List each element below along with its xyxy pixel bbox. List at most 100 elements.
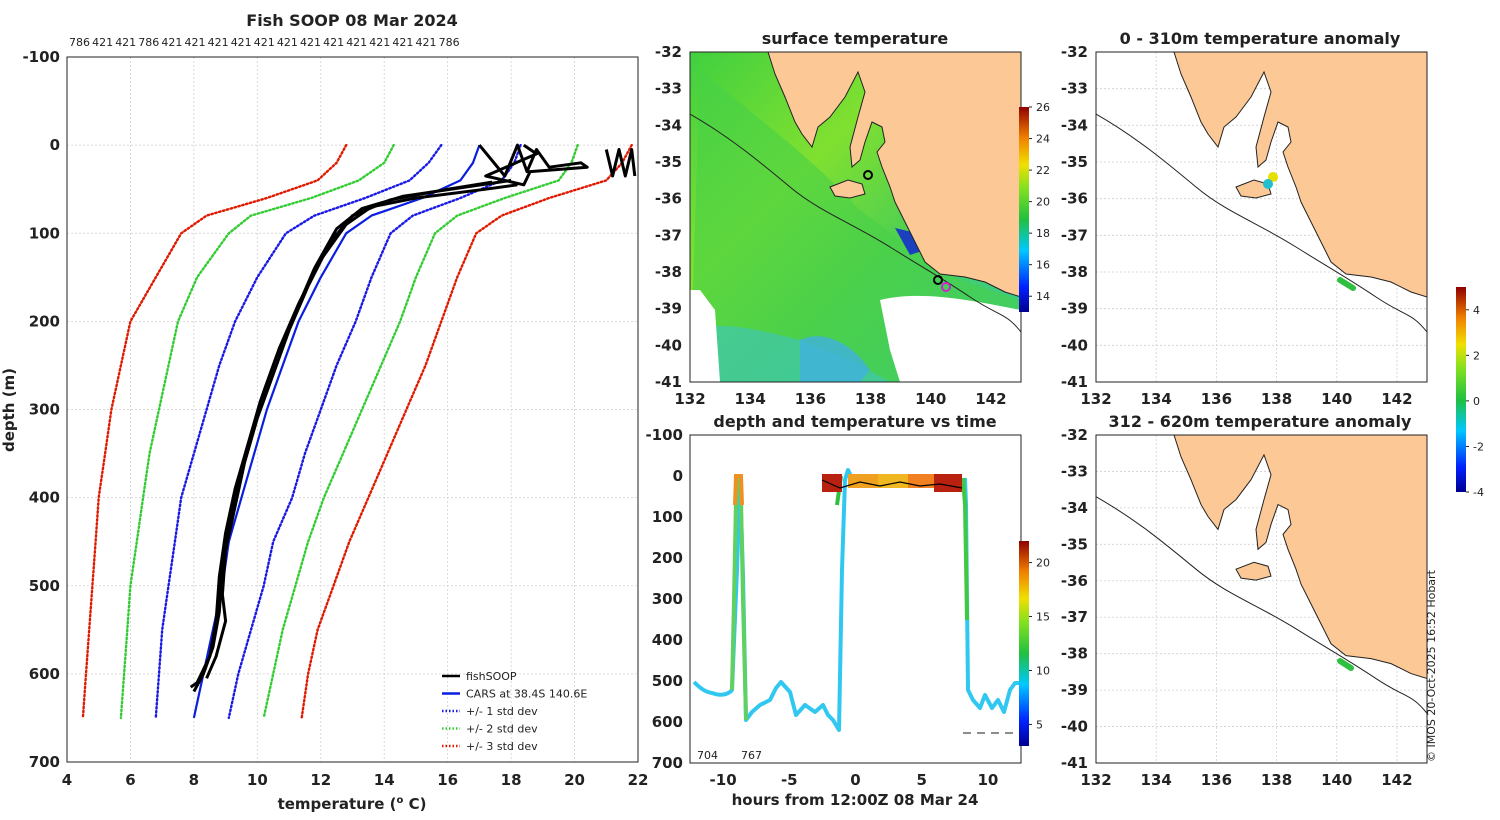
profile-xtick: 22 [628, 771, 649, 789]
map-xtick: 142 [1381, 771, 1412, 789]
profile-top-label: 421 [115, 36, 136, 49]
map-xtick: 138 [1261, 390, 1292, 408]
profile-series--2-std [262, 143, 579, 720]
profile-top-label: 421 [416, 36, 437, 49]
timeseries-annotation-2: 767 [741, 749, 762, 762]
map-ytick: -39 [655, 300, 682, 318]
profile-top-label: 421 [185, 36, 206, 49]
colorbar-tick: 0 [1473, 395, 1480, 408]
profile-series--3-std [300, 143, 633, 720]
map-ytick: -35 [655, 153, 682, 171]
timeseries-title: depth and temperature vs time [713, 412, 996, 431]
land-mass [1096, 52, 1427, 298]
colorbar-tick: 15 [1036, 611, 1050, 624]
sst-map-image [690, 52, 1021, 382]
map-xtick: 136 [1201, 390, 1232, 408]
anomaly-map-1-panel: 0 - 310m temperature anomaly 132 134 136 13… [1061, 29, 1484, 499]
timeseries-ytick: 600 [652, 713, 683, 731]
anomaly-1-marker-cool [1263, 179, 1273, 189]
map-ytick: -38 [1061, 645, 1088, 663]
profile-top-label: 421 [231, 36, 252, 49]
profile-xtick: 10 [247, 771, 268, 789]
sst-title: surface temperature [762, 29, 949, 48]
timeseries-ytick: -100 [645, 426, 683, 444]
profile-ytick: 100 [29, 224, 60, 242]
map-xtick: 138 [1261, 771, 1292, 789]
sst-colorbar [1019, 107, 1029, 312]
map-ytick: -36 [1061, 572, 1088, 590]
kangaroo-island [1235, 179, 1272, 199]
colorbar-tick: 20 [1036, 196, 1050, 209]
map-ytick: -38 [1061, 263, 1088, 281]
timeseries-surface-band [821, 474, 963, 492]
map-ytick: -35 [1061, 153, 1088, 171]
legend-label: +/- 3 std dev [466, 740, 538, 753]
profile-top-label: 421 [161, 36, 182, 49]
timeseries-xtick: 0 [850, 771, 860, 789]
map-ytick: -34 [1061, 499, 1088, 517]
map-ytick: -37 [1061, 226, 1088, 244]
profile-top-label: 421 [277, 36, 298, 49]
timeseries-ytick: 0 [673, 467, 683, 485]
sst-track-marker [933, 275, 943, 285]
profile-top-label: 421 [392, 36, 413, 49]
profile-ytick: -100 [22, 48, 60, 66]
land-mass [1096, 435, 1427, 680]
land-mass [690, 52, 1021, 298]
map-ytick: -32 [655, 43, 682, 61]
timeseries-xlabel: hours from 12:00Z 08 Mar 24 [732, 791, 979, 809]
map-xtick: 142 [975, 390, 1006, 408]
shelf-break-contour [690, 113, 1021, 333]
colorbar-tick: 22 [1036, 164, 1050, 177]
profile-xtick: 12 [310, 771, 331, 789]
map-ytick: -33 [1061, 80, 1088, 98]
colorbar-tick: 5 [1036, 718, 1043, 731]
colorbar-tick: -4 [1473, 486, 1484, 499]
timeseries-ytick: 500 [652, 672, 683, 690]
timeseries-xtick: -10 [710, 771, 737, 789]
colorbar-tick: 4 [1473, 304, 1480, 317]
timeseries-ytick: 200 [652, 549, 683, 567]
map-xtick: 132 [1080, 390, 1111, 408]
legend-label: fishSOOP [466, 670, 517, 683]
map-ytick: -35 [1061, 535, 1088, 553]
colorbar-tick: 10 [1036, 664, 1050, 677]
map-xtick: 142 [1381, 390, 1412, 408]
map-xtick: 140 [915, 390, 946, 408]
profile-series-fishsoop-c [205, 180, 493, 679]
map-xtick: 138 [855, 390, 886, 408]
map-xtick: 136 [795, 390, 826, 408]
profile-top-label: 786 [138, 36, 159, 49]
map-ytick: -41 [1061, 754, 1088, 772]
anomaly-1-marker-warm [1268, 172, 1278, 182]
map-ytick: -36 [1061, 190, 1088, 208]
sst-current-position [941, 282, 951, 292]
profile-axes [66, 56, 639, 763]
map-ytick: -33 [1061, 462, 1088, 480]
profile-series--2-std [119, 143, 395, 720]
profile-ylabel: depth (m) [0, 368, 18, 452]
profile-xtick: 14 [374, 771, 395, 789]
profile-top-label: 421 [369, 36, 390, 49]
profile-top-label: 421 [208, 36, 229, 49]
profile-xtick: 18 [501, 771, 522, 789]
map-xtick: 136 [1201, 771, 1232, 789]
legend-label: +/- 1 std dev [466, 705, 538, 718]
map-ytick: -38 [655, 263, 682, 281]
profile-top-label: 421 [300, 36, 321, 49]
colorbar-tick: 24 [1036, 133, 1050, 146]
shelf-break-contour [1096, 496, 1427, 714]
profile-series-fishsoop-surface [478, 143, 589, 187]
anomaly-2-track [1337, 658, 1354, 671]
colorbar-tick: 2 [1473, 349, 1480, 362]
timeseries-colorbar [1019, 541, 1029, 746]
map-xtick: 140 [1321, 390, 1352, 408]
anomaly-2-title: 312 - 620m temperature anomaly [1109, 412, 1412, 431]
map-ytick: -32 [1061, 43, 1088, 61]
map-xtick: 134 [735, 390, 766, 408]
timeseries-annotation-1: 704 [697, 749, 718, 762]
map-ytick: -40 [655, 336, 682, 354]
profile-xtick: 8 [189, 771, 199, 789]
legend-label: CARS at 38.4S 140.6E [466, 688, 587, 701]
timeseries-ytick: 300 [652, 590, 683, 608]
